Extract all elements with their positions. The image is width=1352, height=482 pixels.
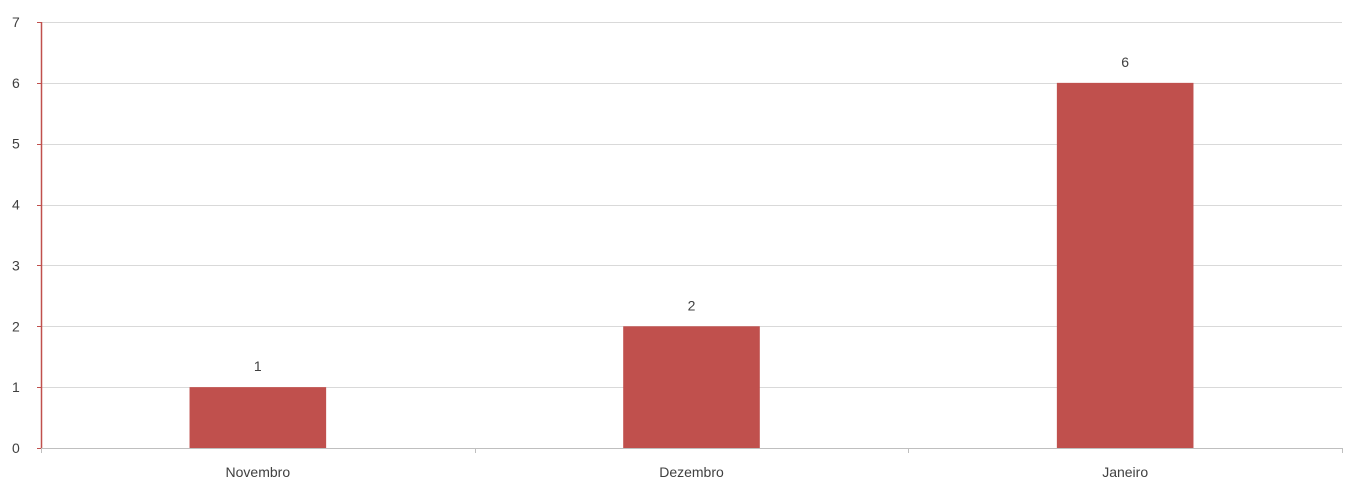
y-tick-label: 4 xyxy=(12,197,20,213)
y-tick-label: 5 xyxy=(12,136,20,152)
data-label: 1 xyxy=(254,358,262,374)
data-label: 6 xyxy=(1121,54,1129,70)
y-tick-label: 7 xyxy=(12,14,20,30)
bar-dezembro xyxy=(623,326,760,448)
category-label: Janeiro xyxy=(1102,464,1148,480)
y-tick-label: 3 xyxy=(12,257,20,273)
y-tick-label: 6 xyxy=(12,75,20,91)
category-label: Dezembro xyxy=(659,464,724,480)
axes xyxy=(40,22,1342,449)
bars xyxy=(189,82,1194,448)
y-tick-labels: 0 1 2 3 4 5 6 7 xyxy=(12,14,41,456)
y-tick-label: 2 xyxy=(12,318,20,334)
bar-janeiro xyxy=(1056,82,1194,448)
category-label: Novembro xyxy=(226,464,291,480)
data-label: 2 xyxy=(688,297,696,313)
data-labels: 1 2 6 xyxy=(254,54,1129,374)
gridlines xyxy=(41,22,1342,388)
y-tick-label: 1 xyxy=(12,379,20,395)
bar-novembro xyxy=(189,387,327,448)
y-tick-label: 0 xyxy=(12,440,20,456)
category-labels: Novembro Dezembro Janeiro xyxy=(226,464,1149,480)
x-tick-marks xyxy=(41,448,1343,453)
